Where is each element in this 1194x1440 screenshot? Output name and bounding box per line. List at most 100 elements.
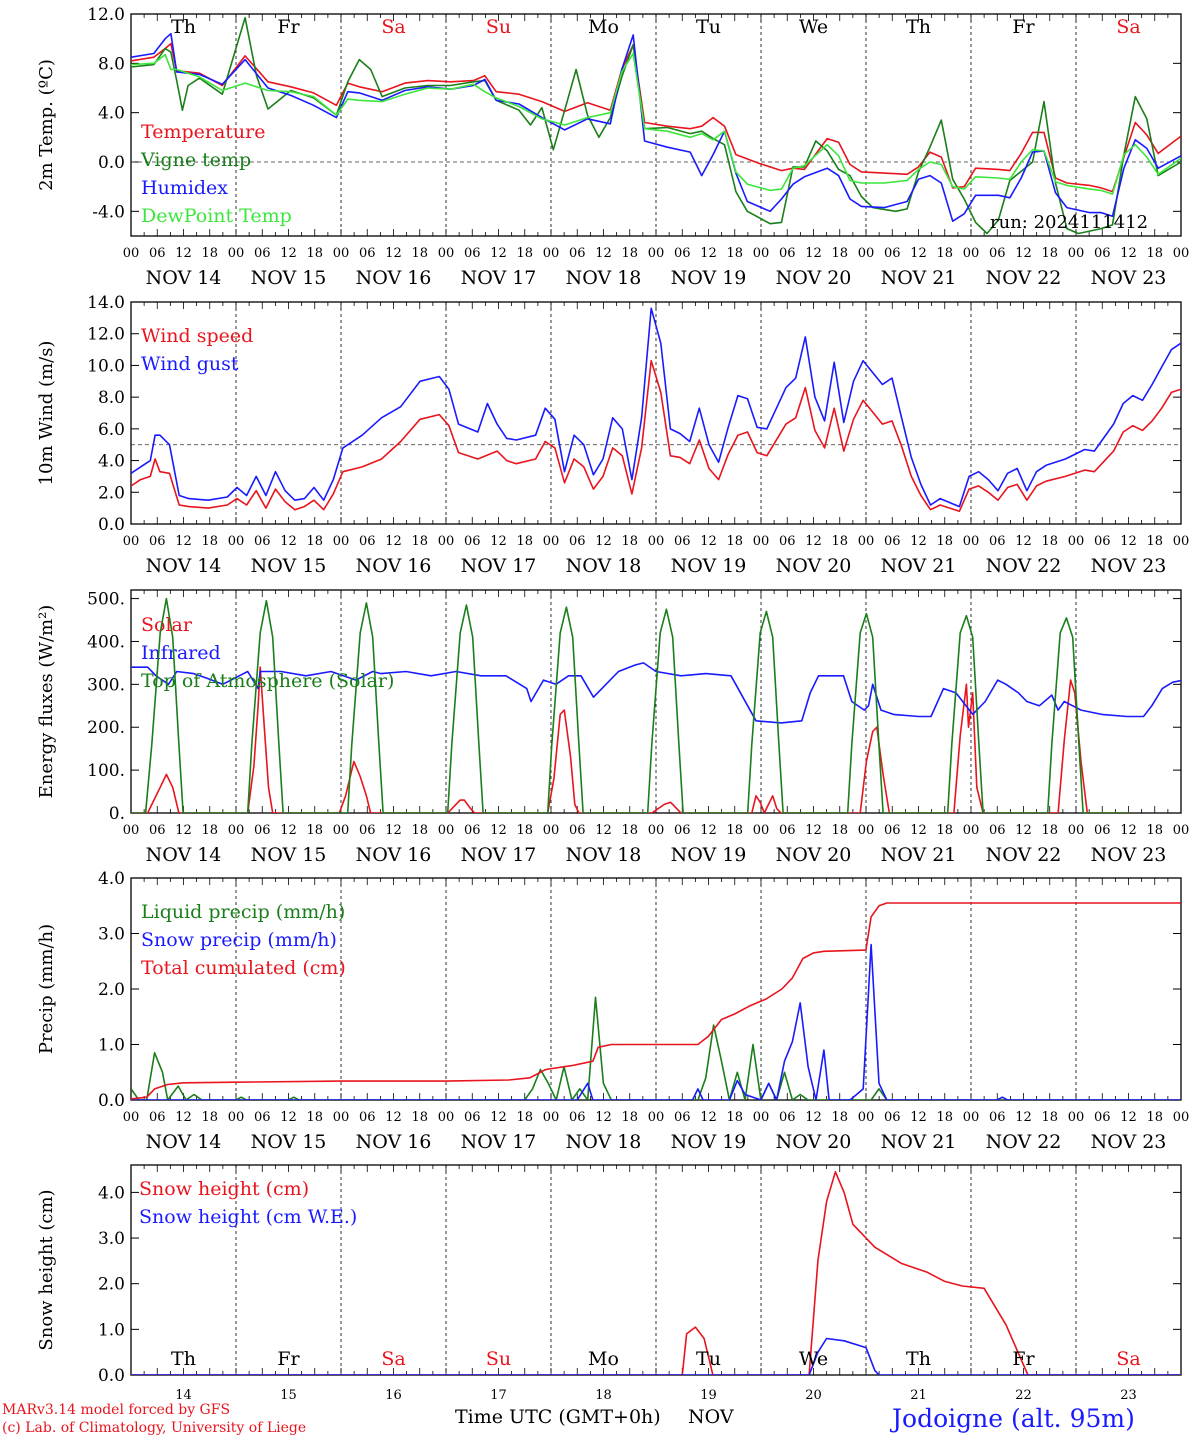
temp-date-label: NOV 14: [146, 267, 222, 289]
wind-hour-label: 00: [123, 534, 140, 549]
wind-hour-label: 18: [831, 534, 848, 549]
snow-day-name-label: Su: [486, 1348, 511, 1370]
day-name-label: Fr: [1012, 16, 1035, 38]
temp-y-tick-label: 4.0: [98, 104, 125, 124]
energy-hour-label: 18: [1146, 823, 1163, 838]
energy-y-tick-label: 400.: [87, 632, 125, 652]
temp-legend-entry: Temperature: [141, 121, 265, 143]
wind-date-label: NOV 16: [356, 555, 432, 577]
wind-series-wind-speed: [131, 359, 1181, 513]
temp-y-tick-label: -4.0: [92, 202, 125, 222]
energy-hour-label: 12: [280, 823, 297, 838]
precip-hour-label: 06: [149, 1110, 166, 1125]
temp-hour-label: 12: [175, 246, 192, 261]
energy-hour-label: 12: [1120, 823, 1137, 838]
day-name-label: We: [799, 16, 828, 38]
temp-y-tick-label: 12.0: [87, 5, 125, 25]
precip-hour-label: 06: [779, 1110, 796, 1125]
temp-date-label: NOV 20: [776, 267, 852, 289]
snow-day-number-label: 15: [280, 1388, 297, 1403]
temp-y-tick-label: 8.0: [98, 54, 125, 74]
temp-hour-label: 06: [254, 246, 271, 261]
precip-date-label: NOV 16: [356, 1131, 432, 1153]
precip-date-label: NOV 18: [566, 1131, 642, 1153]
energy-hour-label: 18: [831, 823, 848, 838]
energy-hour-label: 00: [858, 823, 875, 838]
energy-date-label: NOV 19: [671, 844, 747, 866]
temp-date-label: NOV 18: [566, 267, 642, 289]
wind-hour-label: 06: [779, 534, 796, 549]
precip-hour-label: 18: [306, 1110, 323, 1125]
day-name-label: Mo: [588, 16, 619, 38]
wind-legend-entry: Wind speed: [141, 325, 253, 347]
energy-hour-label: 06: [779, 823, 796, 838]
energy-y-axis-title: Energy fluxes (W/m²): [36, 605, 57, 799]
precip-hour-label: 06: [359, 1110, 376, 1125]
precip-series-total-cumulated-cm: [131, 902, 1181, 1100]
snow-legend-entry: Snow height (cm W.E.): [139, 1206, 357, 1228]
snow-legend-entry: Snow height (cm): [139, 1178, 309, 1200]
snow-series-snow-height-cm: [131, 1171, 1181, 1375]
wind-hour-label: 00: [963, 534, 980, 549]
energy-hour-label: 12: [700, 823, 717, 838]
precip-hour-label: 18: [726, 1110, 743, 1125]
energy-hour-label: 00: [123, 823, 140, 838]
x-axis-month: NOV: [688, 1406, 734, 1428]
snow-y-tick-label: 3.0: [98, 1229, 125, 1249]
temp-hour-label: 06: [149, 246, 166, 261]
energy-hour-label: 18: [621, 823, 638, 838]
temp-hour-label: 18: [516, 246, 533, 261]
snow-day-number-label: 14: [175, 1388, 192, 1403]
wind-y-tick-label: 0.0: [98, 515, 125, 535]
wind-y-axis-title: 10m Wind (m/s): [36, 341, 57, 486]
snow-day-name-label: We: [799, 1348, 828, 1370]
energy-hour-label: 06: [569, 823, 586, 838]
wind-hour-label: 06: [674, 534, 691, 549]
snow-series-snow-height-cm-w-e: [131, 1337, 1181, 1375]
wind-y-tick-label: 2.0: [98, 483, 125, 503]
precip-hour-label: 00: [1173, 1110, 1190, 1125]
energy-legend-entry: Infrared: [141, 642, 221, 664]
temp-hour-label: 18: [936, 246, 953, 261]
energy-y-tick-label: 200.: [87, 718, 125, 738]
energy-hour-label: 00: [438, 823, 455, 838]
temp-series-temperature: [131, 42, 1181, 193]
day-name-label: Th: [171, 16, 196, 38]
precip-hour-label: 00: [438, 1110, 455, 1125]
wind-hour-label: 12: [280, 534, 297, 549]
energy-series-solar: [131, 666, 1131, 813]
energy-y-tick-label: 500.: [87, 590, 125, 610]
precip-hour-label: 00: [963, 1110, 980, 1125]
temp-hour-label: 12: [280, 246, 297, 261]
energy-hour-label: 00: [543, 823, 560, 838]
energy-date-label: NOV 15: [251, 844, 327, 866]
energy-legend-entry: Top of Atmosphere (Solar): [141, 670, 394, 692]
energy-hour-label: 06: [884, 823, 901, 838]
temp-date-label: NOV 19: [671, 267, 747, 289]
snow-day-number-label: 20: [805, 1388, 822, 1403]
precip-hour-label: 06: [254, 1110, 271, 1125]
wind-hour-label: 12: [805, 534, 822, 549]
precip-hour-label: 12: [700, 1110, 717, 1125]
temp-hour-label: 00: [228, 246, 245, 261]
wind-y-tick-label: 10.0: [87, 356, 125, 376]
temp-hour-label: 00: [543, 246, 560, 261]
temp-hour-label: 18: [1041, 246, 1058, 261]
wind-date-label: NOV 18: [566, 555, 642, 577]
energy-hour-label: 06: [149, 823, 166, 838]
energy-frame: [130, 589, 1182, 814]
temp-y-axis-title: 2m Temp. (ºC): [36, 59, 57, 191]
wind-y-tick-label: 4.0: [98, 452, 125, 472]
precip-y-tick-label: 1.0: [98, 1036, 125, 1056]
wind-date-label: NOV 17: [461, 555, 537, 577]
energy-hour-label: 18: [306, 823, 323, 838]
energy-hour-label: 12: [805, 823, 822, 838]
temp-hour-label: 06: [1094, 246, 1111, 261]
wind-hour-label: 00: [438, 534, 455, 549]
credit-line-2: (c) Lab. of Climatology, University of L…: [2, 1420, 307, 1436]
precip-y-tick-label: 3.0: [98, 925, 125, 945]
energy-hour-label: 18: [201, 823, 218, 838]
day-name-label: Sa: [381, 16, 405, 38]
temp-date-label: NOV 22: [986, 267, 1062, 289]
wind-series-wind-gust: [131, 307, 1181, 508]
